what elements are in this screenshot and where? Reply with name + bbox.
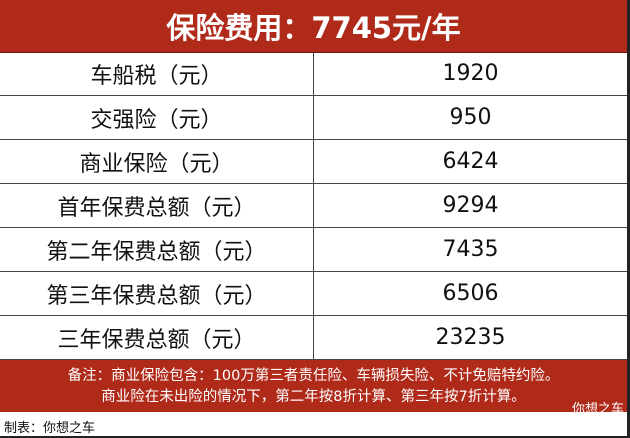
row-label: 第三年保费总额（元） (0, 272, 314, 315)
row-label: 三年保费总额（元） (0, 316, 314, 359)
table-row: 商业保险（元） 6424 (0, 140, 627, 184)
note-band: 备注：商业保险包含：100万第三者责任险、车辆损失险、不计免赔特约险。 商业险在… (0, 360, 627, 412)
row-value: 6424 (442, 149, 499, 174)
table-row: 车船税（元） 1920 (0, 52, 627, 96)
table-row: 三年保费总额（元） 23235 (0, 316, 627, 360)
watermark: 你想之车 (571, 402, 624, 417)
table-row: 第三年保费总额（元） 6506 (0, 272, 627, 316)
table-row: 交强险（元） 950 (0, 96, 627, 140)
footer-credit: 制表：你想之车 (4, 421, 96, 436)
table-row: 首年保费总额（元） 9294 (0, 184, 627, 228)
row-label: 第二年保费总额（元） (0, 228, 314, 271)
row-label: 交强险（元） (0, 96, 314, 139)
note-line-1: 备注：商业保险包含：100万第三者责任险、车辆损失险、不计免赔特约险。 (67, 368, 560, 384)
row-value: 1920 (442, 61, 499, 86)
row-value: 6506 (442, 281, 499, 306)
row-label: 商业保险（元） (0, 140, 314, 183)
row-value: 950 (449, 105, 492, 130)
row-label: 首年保费总额（元） (0, 184, 314, 227)
row-value: 9294 (442, 193, 499, 218)
page-title: 保险费用：7745元/年 (0, 0, 627, 53)
note-line-2: 商业险在未出险的情况下，第二年按8折计算、第三年按7折计算。 (101, 389, 526, 405)
row-value: 23235 (435, 325, 506, 350)
table-row: 第二年保费总额（元） 7435 (0, 228, 627, 272)
row-value: 7435 (442, 237, 499, 262)
cost-table: 车船税（元） 1920 交强险（元） 950 商业保险（元） 6424 首年保费总额（… (0, 52, 627, 360)
row-label: 车船税（元） (0, 52, 314, 95)
